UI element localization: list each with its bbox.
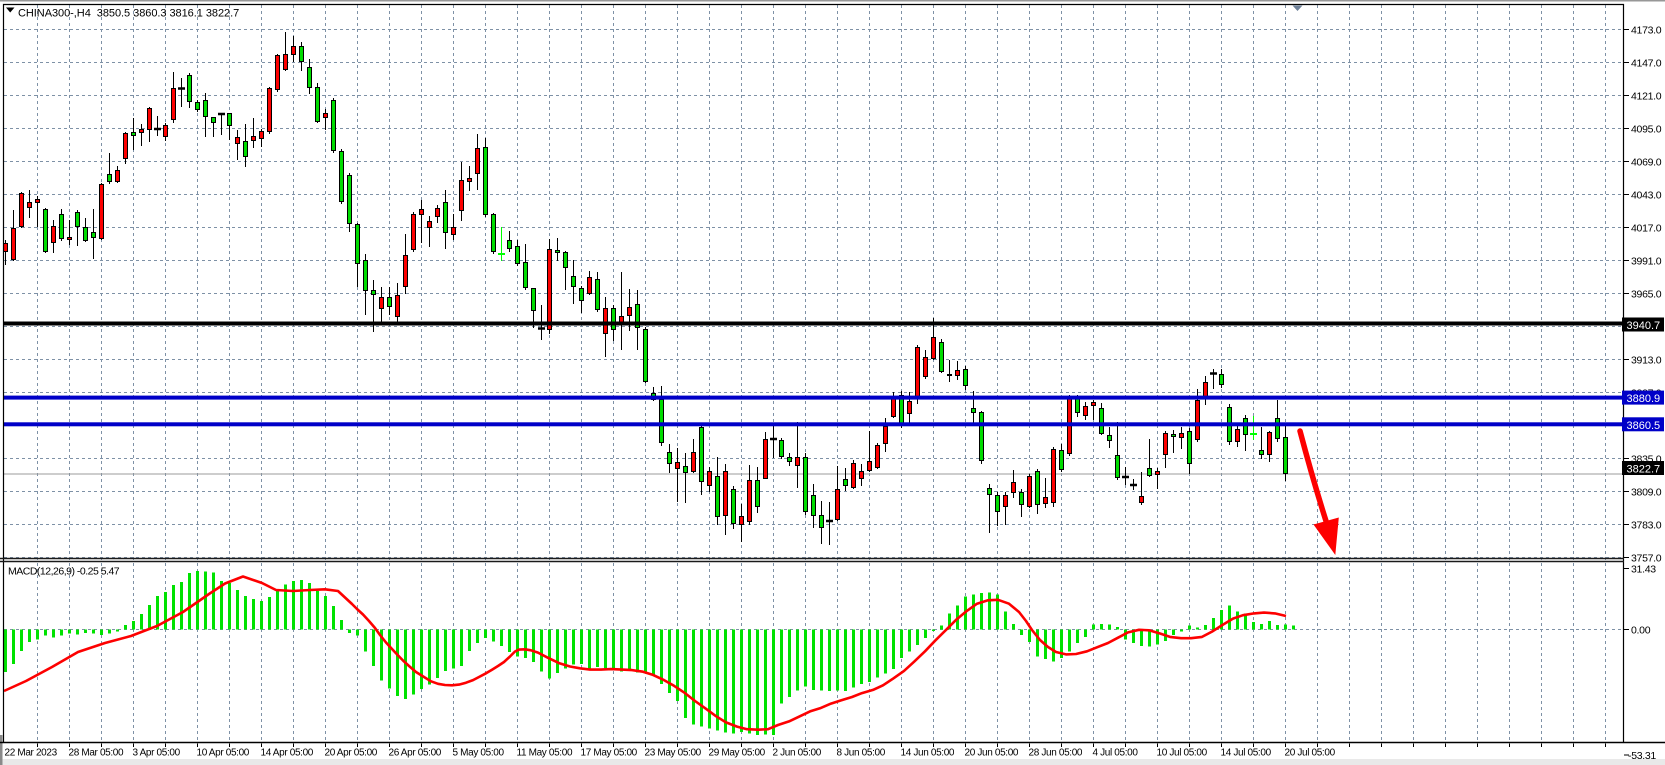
svg-text:MACD(12,26,9) -0.25 5.47: MACD(12,26,9) -0.25 5.47 (8, 566, 120, 578)
svg-text:3809.0: 3809.0 (1631, 487, 1662, 499)
svg-text:14 Apr 05:00: 14 Apr 05:00 (261, 748, 314, 759)
svg-text:3757.0: 3757.0 (1631, 553, 1662, 565)
svg-text:31.43: 31.43 (1631, 564, 1656, 576)
svg-text:20 Jul 05:00: 20 Jul 05:00 (1285, 748, 1336, 759)
svg-text:3880.9: 3880.9 (1627, 393, 1661, 405)
svg-text:28 Jun 05:00: 28 Jun 05:00 (1029, 748, 1083, 759)
svg-text:4173.0: 4173.0 (1631, 25, 1662, 37)
svg-text:3940.7: 3940.7 (1627, 320, 1661, 332)
svg-text:4095.0: 4095.0 (1631, 124, 1662, 136)
svg-text:CHINA300-,H4 3850.5 3860.3 38: CHINA300-,H4 3850.5 3860.3 3816.1 3822.7 (18, 8, 239, 20)
svg-text:4043.0: 4043.0 (1631, 190, 1662, 202)
svg-text:28 Mar 05:00: 28 Mar 05:00 (69, 748, 125, 759)
svg-text:4 Jul 05:00: 4 Jul 05:00 (1093, 748, 1139, 759)
svg-text:4017.0: 4017.0 (1631, 223, 1662, 235)
svg-text:4121.0: 4121.0 (1631, 91, 1662, 103)
svg-text:26 Apr 05:00: 26 Apr 05:00 (389, 748, 442, 759)
svg-text:3822.7: 3822.7 (1627, 464, 1661, 476)
svg-text:22 Mar 2023: 22 Mar 2023 (5, 748, 58, 759)
svg-text:4147.0: 4147.0 (1631, 58, 1662, 70)
svg-text:23 May 05:00: 23 May 05:00 (645, 748, 702, 759)
svg-text:29 May 05:00: 29 May 05:00 (709, 748, 766, 759)
svg-text:3783.0: 3783.0 (1631, 520, 1662, 532)
svg-text:8 Jun 05:00: 8 Jun 05:00 (837, 748, 886, 759)
svg-text:3991.0: 3991.0 (1631, 256, 1662, 268)
svg-text:5 May 05:00: 5 May 05:00 (453, 748, 505, 759)
svg-text:-53.31: -53.31 (1628, 750, 1656, 762)
svg-text:3913.0: 3913.0 (1631, 355, 1662, 367)
svg-text:4069.0: 4069.0 (1631, 157, 1662, 169)
svg-text:20 Jun 05:00: 20 Jun 05:00 (965, 748, 1019, 759)
svg-text:14 Jul 05:00: 14 Jul 05:00 (1221, 748, 1272, 759)
svg-text:10 Jul 05:00: 10 Jul 05:00 (1157, 748, 1208, 759)
svg-text:3 Apr 05:00: 3 Apr 05:00 (133, 748, 181, 759)
svg-text:20 Apr 05:00: 20 Apr 05:00 (325, 748, 378, 759)
svg-text:11 May 05:00: 11 May 05:00 (517, 748, 573, 759)
svg-text:2 Jun 05:00: 2 Jun 05:00 (773, 748, 822, 759)
svg-text:3965.0: 3965.0 (1631, 289, 1662, 301)
svg-text:0.00: 0.00 (1631, 625, 1651, 637)
svg-text:14 Jun 05:00: 14 Jun 05:00 (901, 748, 955, 759)
svg-text:17 May 05:00: 17 May 05:00 (581, 748, 638, 759)
svg-text:3860.5: 3860.5 (1627, 420, 1661, 432)
svg-text:10 Apr 05:00: 10 Apr 05:00 (197, 748, 250, 759)
